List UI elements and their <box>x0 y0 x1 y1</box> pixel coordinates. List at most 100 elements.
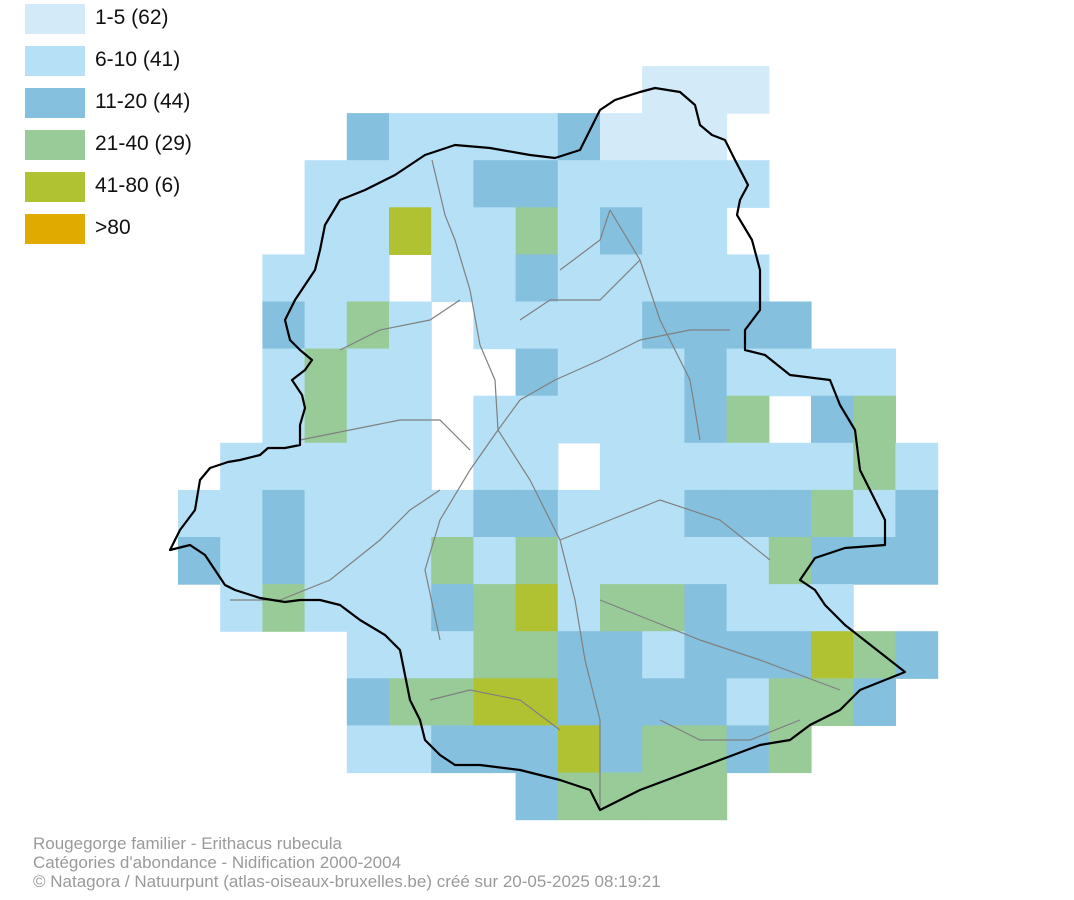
caption-category: Catégories d'abondance - Nidification 20… <box>33 853 402 872</box>
caption-credit: © Natagora / Natuurpunt (atlas-oiseaux-b… <box>33 872 661 891</box>
grid-cell <box>642 301 685 350</box>
grid-cell <box>557 160 601 208</box>
grid-cell <box>389 584 432 632</box>
grid-cell <box>473 537 517 585</box>
grid-cell <box>811 442 854 491</box>
grid-cell <box>768 442 812 491</box>
grid-cell <box>600 348 643 397</box>
commune-boundaries <box>230 159 841 810</box>
legend-label: 6-10 (41) <box>95 48 181 71</box>
grid-cell <box>346 678 390 726</box>
grid-cell <box>557 301 601 350</box>
grid-cell <box>304 207 348 255</box>
grid-cell <box>684 537 728 585</box>
grid-cell <box>600 301 643 350</box>
grid-cell <box>389 207 432 255</box>
grid-cell <box>684 584 728 632</box>
grid-cell <box>346 348 390 397</box>
grid-cell <box>557 537 601 585</box>
grid-cell <box>600 113 643 161</box>
legend-swatch <box>25 214 85 244</box>
grid-cell <box>684 772 728 821</box>
grid-cell <box>220 489 263 538</box>
grid-cell <box>473 678 517 726</box>
grid-cell <box>473 584 517 632</box>
grid-cell <box>557 725 601 774</box>
grid-cell <box>304 348 348 397</box>
grid-cell <box>431 160 474 208</box>
grid-cell <box>431 254 474 303</box>
grid-cell <box>389 631 432 679</box>
grid-cell <box>600 207 643 255</box>
grid-cell <box>811 348 854 397</box>
grid-cell <box>684 207 728 255</box>
grid-cell <box>768 348 812 397</box>
grid-cell <box>684 442 728 491</box>
region-outline <box>168 86 907 812</box>
grid-cell <box>515 537 559 585</box>
grid-cell <box>642 160 685 208</box>
grid-cell <box>684 113 728 161</box>
grid-cell <box>600 725 643 774</box>
grid-cell <box>220 537 263 585</box>
grid-cell <box>304 537 348 585</box>
grid-cell <box>726 584 770 632</box>
grid-cell <box>684 66 728 114</box>
grid-cell <box>515 207 559 255</box>
grid-cell <box>346 395 390 444</box>
abundance-grid <box>178 66 939 821</box>
legend-label: 1-5 (62) <box>95 6 169 29</box>
grid-cell <box>684 160 728 208</box>
grid-cell <box>642 584 685 632</box>
grid-cell <box>895 631 939 679</box>
grid-cell <box>262 537 306 585</box>
grid-cell <box>726 537 770 585</box>
grid-cell <box>473 160 517 208</box>
grid-cell <box>346 442 390 491</box>
caption-species: Rougegorge familier - Erithacus rubecula <box>33 834 342 853</box>
grid-cell <box>600 537 643 585</box>
grid-cell <box>895 489 939 538</box>
grid-cell <box>642 348 685 397</box>
grid-cell <box>557 489 601 538</box>
grid-cell <box>684 489 728 538</box>
legend-label: 21-40 (29) <box>95 132 192 155</box>
grid-cell <box>811 631 854 679</box>
grid-cell <box>220 442 263 491</box>
grid-cell <box>895 537 939 585</box>
grid-cell <box>642 725 685 774</box>
grid-cell <box>431 207 474 255</box>
grid-cell <box>642 254 685 303</box>
grid-cell <box>304 301 348 350</box>
grid-cell <box>811 395 854 444</box>
grid-cell <box>304 254 348 303</box>
grid-cell <box>346 254 390 303</box>
grid-cell <box>515 301 559 350</box>
grid-cell <box>684 631 728 679</box>
grid-cell <box>346 725 390 774</box>
grid-cell <box>642 113 685 161</box>
grid-cell <box>178 489 221 538</box>
grid-cell <box>768 301 812 350</box>
grid-cell <box>431 113 474 161</box>
grid-cell <box>346 631 390 679</box>
legend-swatch <box>25 4 85 34</box>
grid-cell <box>557 254 601 303</box>
grid-cell <box>389 442 432 491</box>
legend-label: 41-80 (6) <box>95 174 181 197</box>
grid-cell <box>346 113 390 161</box>
grid-cell <box>684 301 728 350</box>
grid-cell <box>642 631 685 679</box>
grid-cell <box>262 442 306 491</box>
grid-cell <box>600 631 643 679</box>
grid-cell <box>515 489 559 538</box>
legend-label: >80 <box>95 216 131 239</box>
grid-cell <box>304 584 348 632</box>
grid-cell <box>726 254 770 303</box>
grid-cell <box>726 348 770 397</box>
grid-cell <box>262 489 306 538</box>
grid-cell <box>600 442 643 491</box>
grid-cell <box>389 348 432 397</box>
grid-cell <box>304 442 348 491</box>
grid-cell <box>768 725 812 774</box>
